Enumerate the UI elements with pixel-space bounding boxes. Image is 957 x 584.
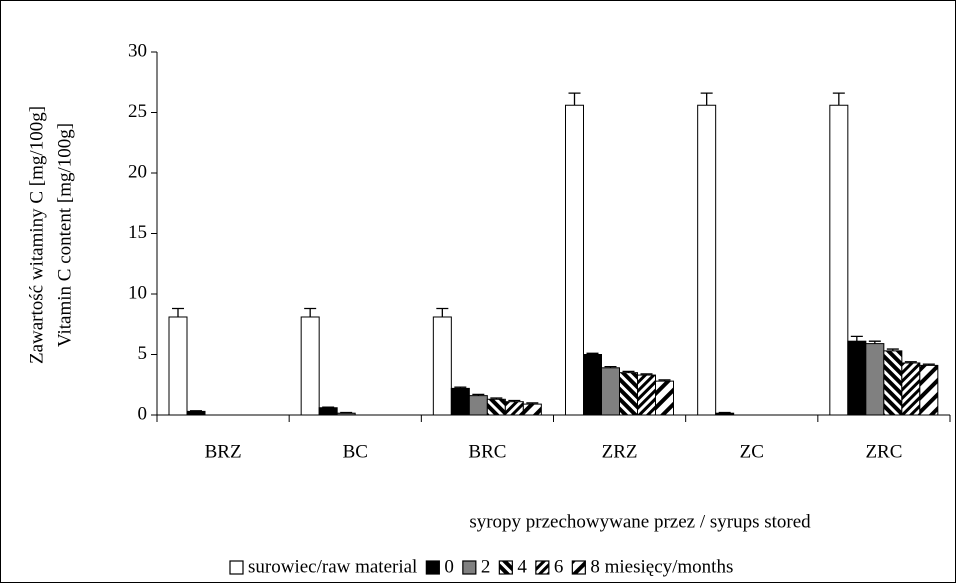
y-tick-label: 15 [128, 222, 147, 243]
error-bar [850, 335, 863, 342]
bar [432, 316, 452, 416]
y-axis-title: Zawartość witaminy C [mg/100g] [26, 106, 47, 364]
x-tick-label: ZC [740, 441, 764, 462]
y-tick-label: 5 [138, 343, 148, 364]
bar [583, 354, 602, 416]
bar [601, 367, 620, 416]
bar [697, 104, 717, 416]
error-bar [922, 363, 935, 366]
legend-label: 6 [554, 556, 564, 577]
error-bar [904, 361, 917, 363]
legend-label: surowiec/raw material [248, 556, 417, 577]
bar [468, 395, 488, 416]
error-bar [832, 92, 845, 106]
y-tick-label: 25 [128, 101, 147, 122]
y-tick-label: 0 [138, 403, 148, 424]
error-bar [700, 92, 713, 106]
y-axis-title: Vitamin C content [mg/100g] [54, 123, 75, 347]
y-tick-label: 20 [128, 161, 147, 182]
error-bar [172, 307, 184, 317]
legend: surowiec/raw material 0 2 4 6 8 miesięcy/mont… [229, 556, 733, 577]
bar [883, 350, 903, 416]
error-bar [604, 365, 617, 368]
error-bar [190, 410, 202, 412]
legend-label: 2 [481, 556, 491, 577]
error-bar [568, 92, 581, 106]
x-tick-label: BRZ [205, 441, 242, 462]
error-bar [436, 307, 449, 317]
error-bar [340, 411, 353, 414]
legend-label: 0 [444, 556, 454, 577]
legend-label: 4 [517, 556, 527, 577]
bar [565, 104, 584, 416]
y-tick-label: 10 [128, 282, 147, 303]
bar [847, 340, 867, 416]
error-bar [472, 393, 485, 396]
error-bar [622, 370, 635, 373]
x-tick-label: BC [343, 441, 368, 462]
error-bar [868, 340, 881, 344]
legend-swatch [571, 560, 586, 575]
x-tick-label: ZRC [865, 441, 902, 462]
x-tick-label: ZRZ [602, 441, 638, 462]
y-title: Zawartość witaminy C [mg/100g] Vitamin C… [26, 106, 75, 364]
legend-label: 8 miesięcy/months [590, 556, 733, 577]
error-bar [658, 379, 671, 382]
error-bar [640, 373, 653, 376]
bar [522, 403, 542, 416]
bar [619, 372, 638, 416]
legend-swatch [229, 560, 244, 575]
bar [168, 316, 188, 416]
bar [336, 412, 356, 416]
legend-swatch [462, 560, 477, 575]
error-bar [508, 399, 521, 402]
error-bar [526, 402, 539, 405]
bar [715, 412, 735, 416]
error-bar [886, 348, 899, 351]
bar [318, 407, 338, 416]
y-tick-label: 30 [128, 40, 147, 61]
legend-swatch [535, 560, 550, 575]
bar [865, 343, 885, 416]
bar [486, 398, 506, 416]
bar [655, 380, 674, 416]
bar [300, 316, 320, 416]
bar [919, 364, 939, 416]
error-bar [586, 352, 599, 355]
bar [829, 104, 849, 416]
bar [901, 362, 921, 416]
bar [186, 410, 206, 416]
legend-swatch [425, 560, 440, 575]
error-bar [718, 411, 731, 414]
x-axis-title: syropy przechowywane przez / syrups stor… [469, 511, 811, 532]
error-bar [304, 307, 317, 317]
bar [450, 387, 470, 416]
error-bar [454, 386, 467, 389]
error-bar [322, 406, 335, 408]
error-bar [490, 397, 503, 400]
bar [637, 374, 656, 416]
x-tick-label: BRC [468, 441, 506, 462]
bar [504, 401, 524, 416]
legend-swatch [498, 560, 513, 575]
